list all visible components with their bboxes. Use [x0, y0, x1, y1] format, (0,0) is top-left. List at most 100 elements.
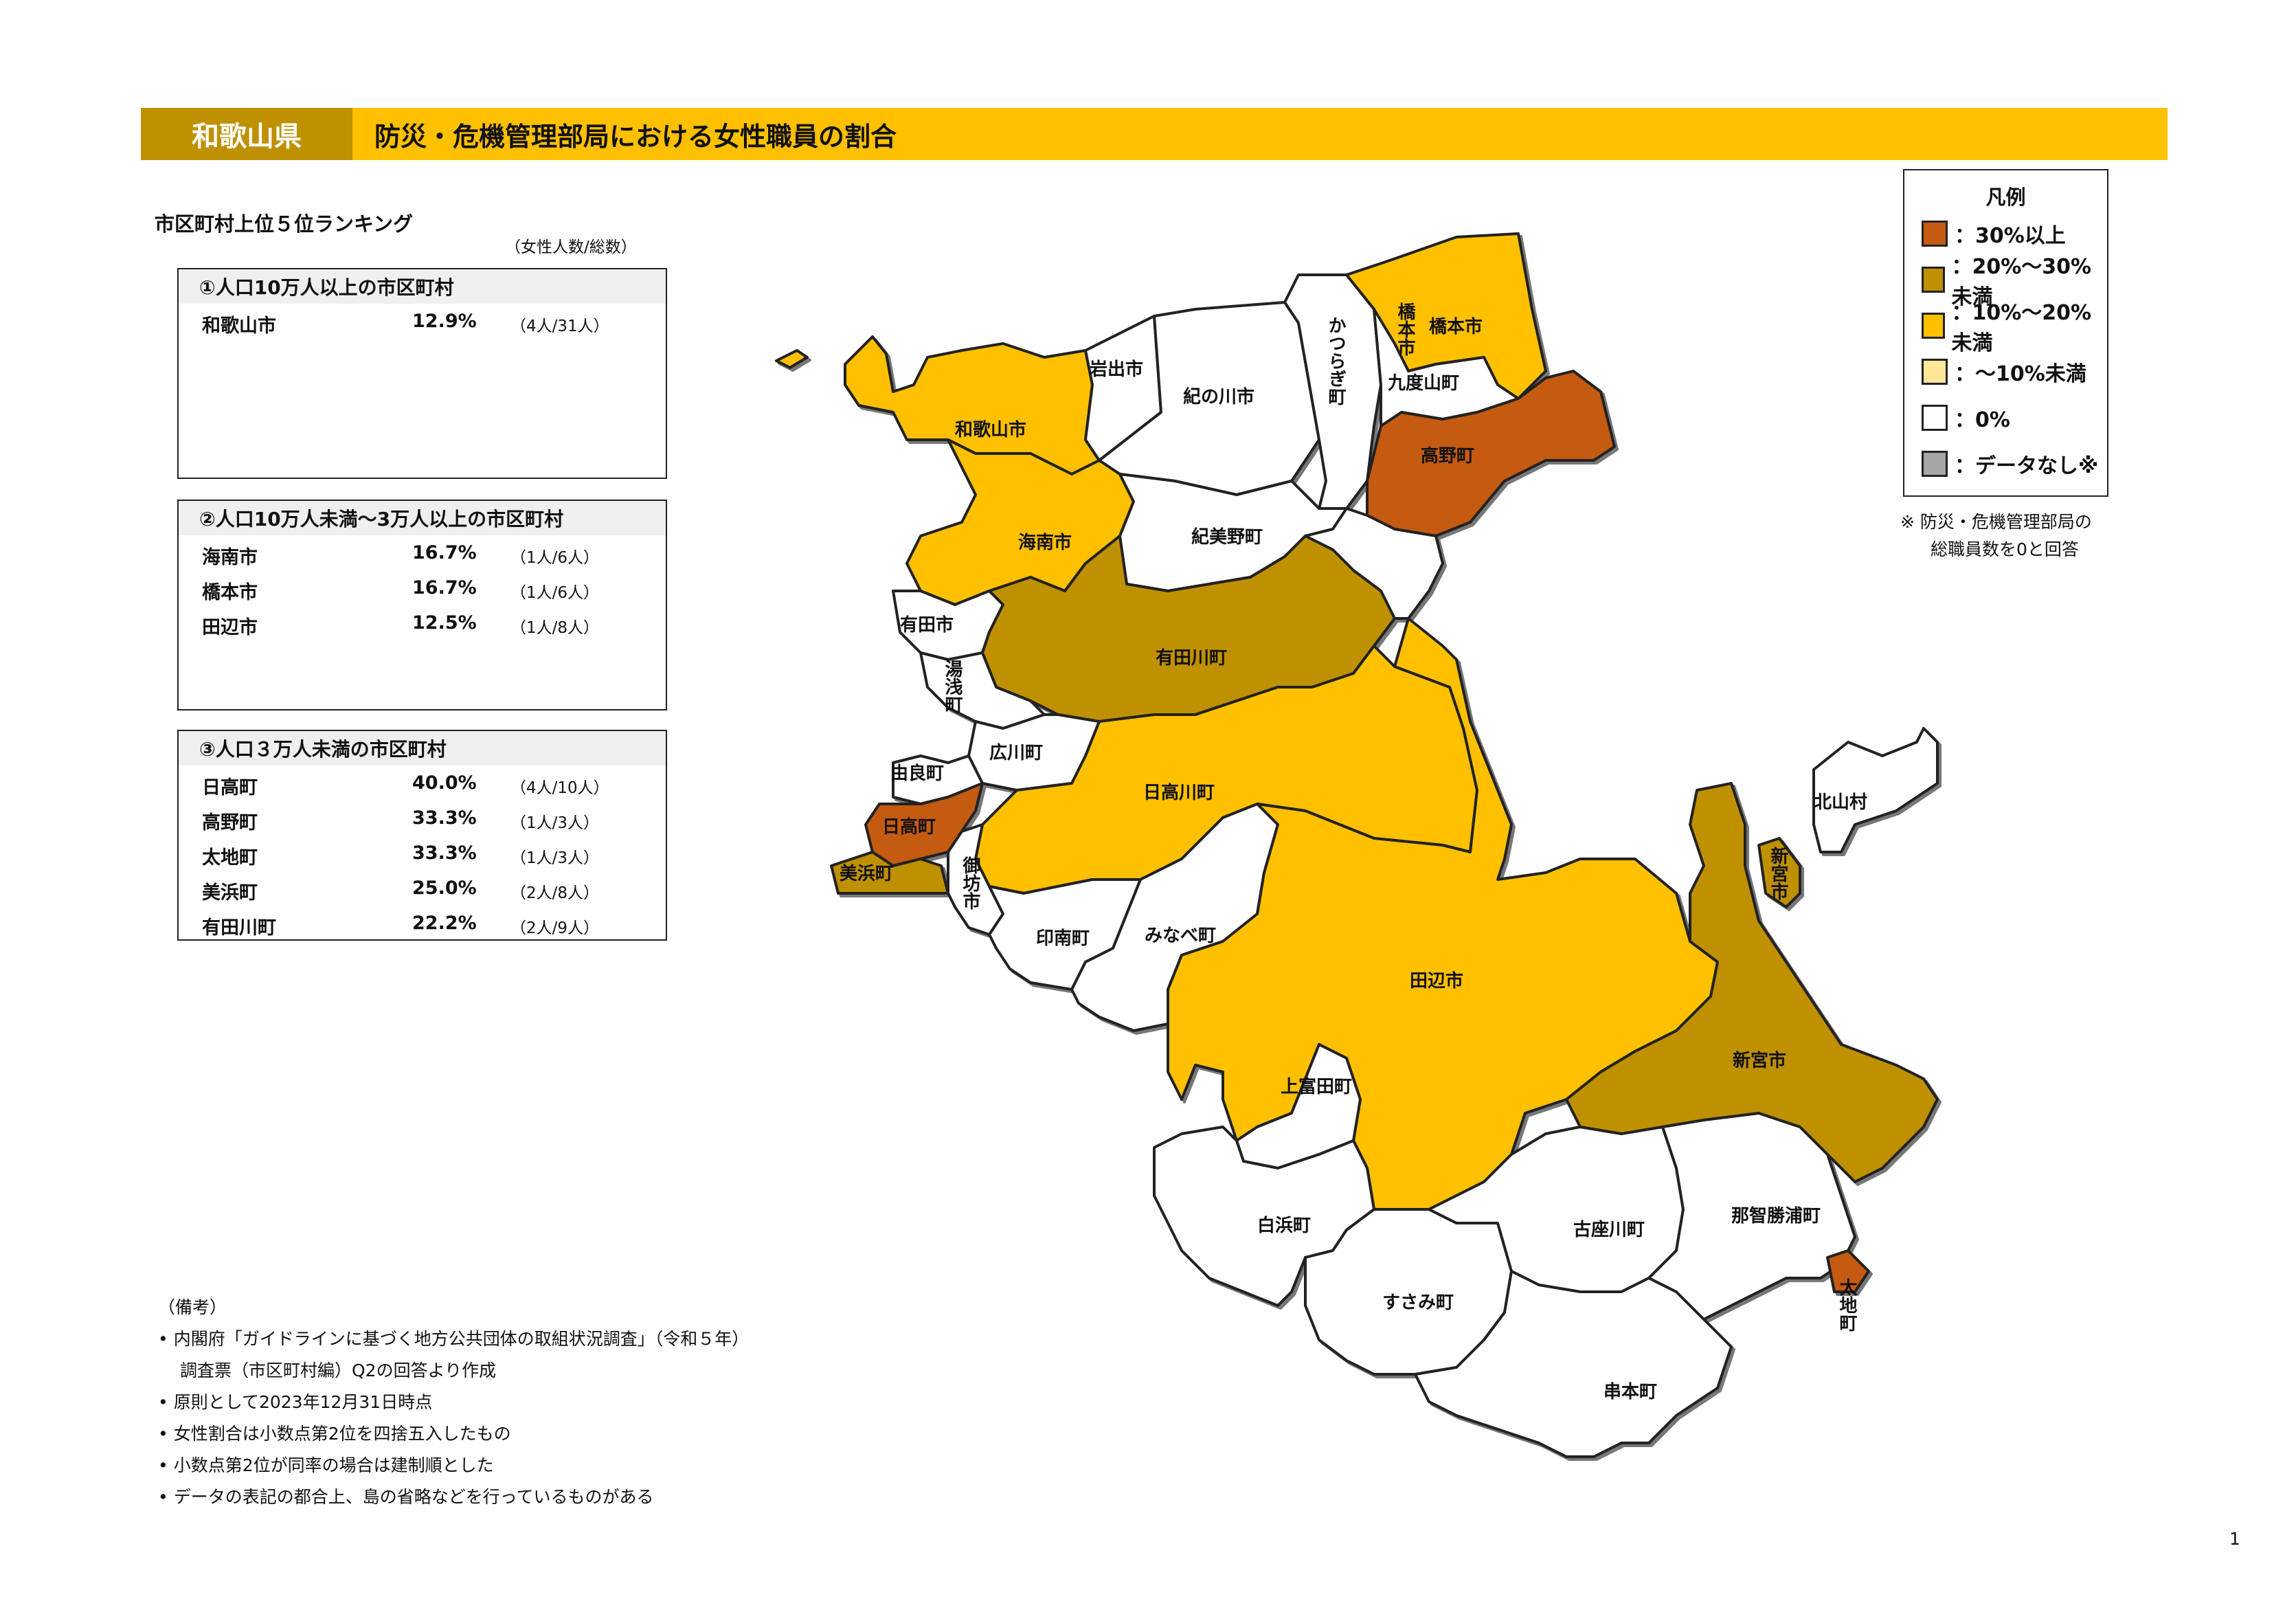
header-bar: 和歌山県 防災・危機管理部局における女性職員の割合 — [141, 108, 2168, 160]
female-ratio: 22.2% — [412, 913, 477, 934]
page-number: 1 — [2229, 1529, 2240, 1549]
legend-swatch — [1922, 313, 1945, 339]
female-ratio: 12.5% — [412, 612, 477, 634]
label-wakayama: 和歌山市 — [955, 419, 1026, 440]
legend-title: 凡例 — [1985, 186, 2026, 209]
ranking-row: 日高町 40.0% （4人/10人） — [179, 765, 666, 801]
label-shirahama: 白浜町 — [1257, 1215, 1311, 1236]
note-line: • 内閣府「ガイドラインに基づく地方公共団体の取組状況調査」（令和５年） — [158, 1329, 750, 1349]
female-ratio: 12.9% — [412, 311, 477, 332]
label-hashimoto-small: 橋本市 — [1395, 302, 1415, 356]
label-arida: 有田市 — [900, 614, 954, 636]
label-tanabe: 田辺市 — [1410, 970, 1463, 992]
legend-item: ：10%～20%未満 — [1922, 301, 2107, 355]
legend-note: ※ 防災・危機管理部局の — [1900, 512, 2092, 532]
female-count: （1人/8人） — [510, 619, 600, 637]
prefecture-name: 和歌山県 — [141, 108, 352, 160]
label-hidaka: 日高町 — [882, 816, 936, 838]
region-wakayama-islet — [775, 349, 809, 369]
region-mihama — [830, 851, 949, 895]
region-shingu — [1565, 782, 1939, 1183]
female-count: （4人/10人） — [510, 779, 609, 797]
label-minabe: みなべ町 — [1145, 926, 1216, 946]
label-kudoyama: 九度山町 — [1387, 372, 1459, 394]
legend-label: ：データなし※ — [1955, 454, 2099, 478]
ranking-box-heading: ③人口３万人未満の市区町村 — [179, 731, 666, 765]
female-count: （1人/3人） — [510, 849, 600, 867]
female-ratio: 16.7% — [412, 577, 477, 598]
legend-item: ：30%以上 — [1922, 219, 2066, 249]
legend-label: ：10%～20%未満 — [1951, 301, 2092, 355]
female-ratio: 25.0% — [412, 877, 477, 899]
legend-label: ：～10%未満 — [1955, 362, 2086, 386]
legend-item: ：データなし※ — [1922, 449, 2098, 479]
label-katsuragi: かつらぎ町 — [1325, 316, 1346, 405]
female-count: （4人/31人） — [510, 317, 609, 335]
label-susami: すさみ町 — [1382, 1292, 1454, 1313]
label-taiji: 太地町 — [1836, 1278, 1857, 1332]
ranking-box-large: ①人口10万人以上の市区町村 和歌山市 12.9% （4人/31人） — [177, 268, 667, 479]
label-koya: 高野町 — [1421, 445, 1474, 467]
municipality-name: 有田川町 — [202, 917, 276, 939]
label-kamitonda: 上富田町 — [1281, 1076, 1352, 1097]
note-line: • 女性割合は小数点第2位を四捨五入したもの — [158, 1424, 511, 1444]
female-count: （1人/6人） — [510, 549, 600, 567]
label-yuasa: 湯浅町 — [942, 660, 963, 713]
female-count: （1人/6人） — [510, 584, 600, 602]
municipality-name: 和歌山市 — [202, 315, 276, 337]
municipality-name: 田辺市 — [202, 617, 258, 638]
label-kushimoto: 串本町 — [1603, 1382, 1657, 1402]
female-count: （2人/9人） — [510, 919, 600, 937]
note-line: • 小数点第2位が同率の場合は建制順とした — [158, 1455, 494, 1475]
notes-heading: （備考） — [158, 1297, 227, 1317]
note-line: 調査票（市区町村編）Q2の回答より作成 — [180, 1361, 497, 1380]
region-taiji — [1826, 1249, 1870, 1293]
legend-label: ：0% — [1955, 408, 2010, 432]
label-yura: 由良町 — [890, 763, 944, 784]
ranking-box-heading: ①人口10万人以上の市区町村 — [179, 269, 666, 304]
region-kushimoto — [1414, 1270, 1733, 1458]
label-shingu: 新宮市 — [1733, 1050, 1786, 1071]
ranking-box-small: ③人口３万人未満の市区町村 日高町 40.0% （4人/10人） 高野町 33.… — [177, 730, 667, 941]
ranking-row: 和歌山市 12.9% （4人/31人） — [179, 304, 666, 339]
label-mihama: 美浜町 — [840, 863, 893, 884]
label-kimino: 紀美野町 — [1191, 526, 1263, 548]
female-ratio: 16.7% — [412, 542, 477, 563]
ranking-row: 海南市 16.7% （1人/6人） — [179, 535, 666, 570]
municipality-name: 日高町 — [202, 777, 258, 798]
legend-swatch — [1922, 267, 1945, 293]
ranking-unit-note: （女性人数/総数） — [505, 238, 637, 256]
label-shingu-small: 新宮市 — [1768, 846, 1788, 900]
label-kinokawa: 紀の川市 — [1183, 386, 1254, 407]
note-line: • 原則として2023年12月31日時点 — [158, 1392, 433, 1412]
label-hidakagawa: 日高川町 — [1143, 782, 1215, 803]
ranking-row: 田辺市 12.5% （1人/8人） — [179, 605, 666, 640]
legend-label: ：30%以上 — [1955, 224, 2066, 248]
legend-swatch — [1922, 405, 1948, 431]
legend-item: ：～10%未満 — [1922, 357, 2086, 387]
municipality-name: 橋本市 — [202, 582, 258, 603]
notes: （備考） • 内閣府「ガイドラインに基づく地方公共団体の取組状況調査」（令和５年… — [158, 1294, 749, 1515]
legend-label: ：20%～30%未満 — [1951, 255, 2092, 309]
ranking-row: 高野町 33.3% （1人/3人） — [179, 801, 666, 836]
label-gobo: 御坊市 — [960, 855, 981, 910]
label-inami: 印南町 — [1036, 928, 1090, 949]
label-kozagawa: 古座川町 — [1573, 1219, 1645, 1240]
legend: 凡例 ：30%以上 ：20%～30%未満 ：10%～20%未満 ：～10%未満 … — [1903, 169, 2108, 497]
label-kitayama: 北山村 — [1814, 792, 1867, 813]
region-shingu-east — [1757, 837, 1801, 908]
note-line: • データの表記の都合上、島の省略などを行っているものがある — [158, 1487, 654, 1507]
ranking-title: 市区町村上位５位ランキング — [155, 212, 414, 236]
ranking-box-medium: ②人口10万人未満～3万人以上の市区町村 海南市 16.7% （1人/6人） 橋… — [177, 500, 667, 710]
legend-swatch — [1922, 221, 1948, 247]
municipality-name: 美浜町 — [202, 882, 258, 904]
municipality-name: 太地町 — [202, 847, 258, 869]
legend-item: ：20%～30%未満 — [1922, 255, 2107, 309]
region-kitayama — [1812, 727, 1939, 853]
municipality-name: 海南市 — [202, 547, 258, 568]
label-hashimoto: 橋本市 — [1429, 316, 1483, 337]
ranking-row: 有田川町 22.2% （2人/9人） — [179, 906, 666, 941]
female-ratio: 40.0% — [412, 772, 477, 794]
label-kainan: 海南市 — [1018, 532, 1072, 553]
